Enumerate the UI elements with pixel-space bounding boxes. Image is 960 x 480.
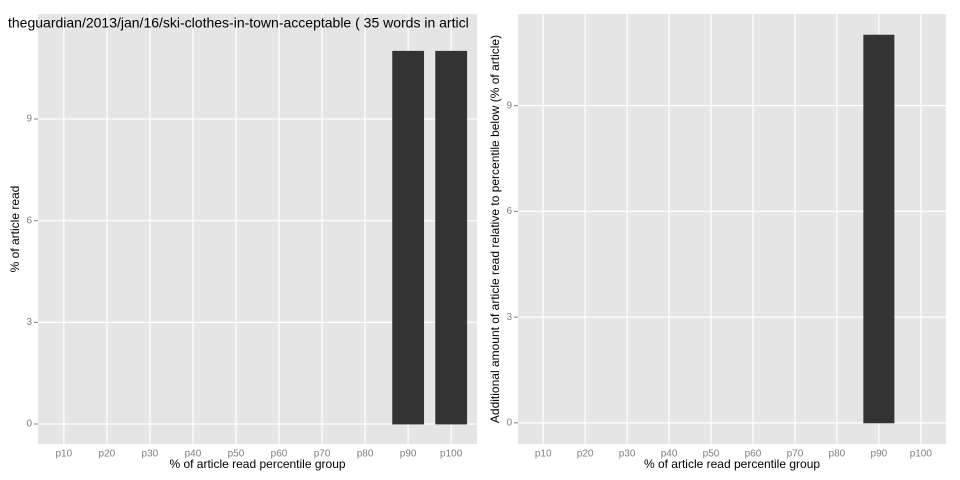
x-tick-label: p80 <box>357 449 374 460</box>
x-tick-label: p70 <box>787 449 804 460</box>
y-axis-label: Additional amount of article read relati… <box>488 35 502 423</box>
x-tick-label: p100 <box>910 449 933 460</box>
y-tick-label: 9 <box>506 100 512 111</box>
x-axis-label: % of article read percentile group <box>644 457 820 471</box>
x-tick-label: p50 <box>228 449 245 460</box>
x-axis-label: % of article read percentile group <box>169 457 345 471</box>
x-tick-label: p80 <box>829 449 846 460</box>
bar <box>435 50 468 425</box>
y-axis-label: % of article read <box>8 186 22 273</box>
x-tick-label: p30 <box>142 449 159 460</box>
x-tick-label: p60 <box>745 449 762 460</box>
y-tick-label: 6 <box>506 206 512 217</box>
x-tick-label: p90 <box>400 449 417 460</box>
panel: 0 3 6 9 p10 p20 p30 p40 p50 p60 p70 p80 p90 p100 thegu… <box>8 14 477 471</box>
y-tick-label: 3 <box>26 317 32 328</box>
y-tick-label: 6 <box>26 215 32 226</box>
y-tick-label: 3 <box>506 312 512 323</box>
x-tick-label: p20 <box>99 449 116 460</box>
y-tick-label: 0 <box>26 419 32 430</box>
x-tick-label: p40 <box>661 449 678 460</box>
x-tick-label: p50 <box>703 449 720 460</box>
x-tick-label: p90 <box>871 449 888 460</box>
x-tick-label: p100 <box>440 449 463 460</box>
x-tick-label: p10 <box>55 449 72 460</box>
x-tick-label: p40 <box>185 449 202 460</box>
chart-title: theguardian/2013/jan/16/ski-clothes-in-t… <box>8 15 469 31</box>
bar <box>392 50 425 425</box>
x-tick-label: p70 <box>314 449 331 460</box>
x-tick-label: p30 <box>619 449 636 460</box>
panel: 0 3 6 9 p10 p20 p30 p40 p50 p60 p70 p80 p90 p100 % of … <box>488 14 946 471</box>
bar <box>863 34 895 424</box>
x-tick-label: p60 <box>271 449 288 460</box>
x-tick-label: p10 <box>535 449 552 460</box>
y-tick-label: 0 <box>506 417 512 428</box>
x-tick-label: p20 <box>577 449 594 460</box>
y-tick-label: 9 <box>26 114 32 125</box>
